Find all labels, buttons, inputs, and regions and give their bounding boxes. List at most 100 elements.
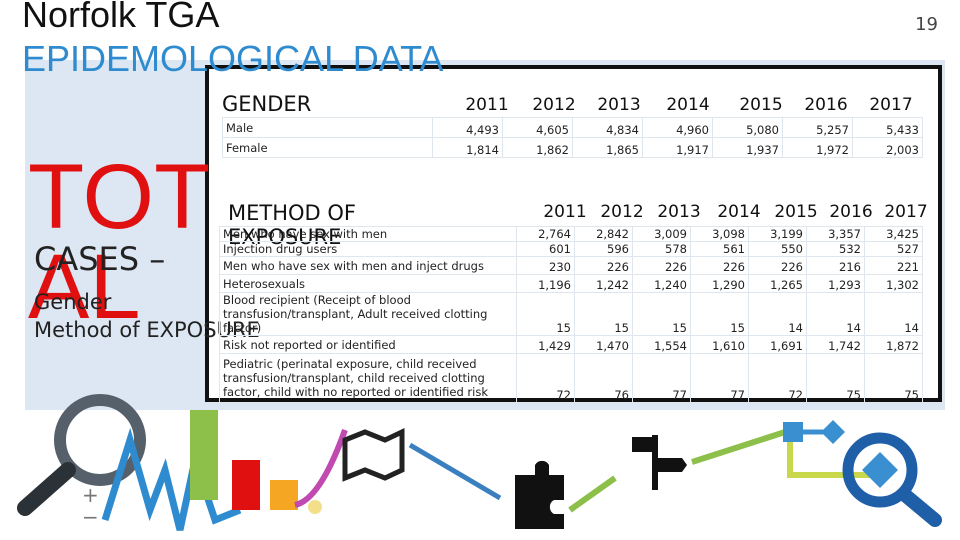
cell-value: 226 <box>574 256 633 275</box>
cell-value: 3,098 <box>690 226 749 242</box>
page-number: 19 <box>915 14 938 35</box>
year-header: 2016 <box>829 202 873 222</box>
table-heading: GENDER <box>222 92 312 116</box>
year-header: 2014 <box>717 202 761 222</box>
row-label: Heterosexuals <box>219 274 517 293</box>
cell-value: 1,302 <box>864 274 923 293</box>
topic-item: Gender <box>34 290 112 314</box>
year-header: 2017 <box>869 95 913 115</box>
cell-value: 4,493 <box>432 117 503 138</box>
table-row: Heterosexuals 1,196 1,242 1,240 1,290 1,265 1,… <box>219 274 923 293</box>
cell-value: 230 <box>516 256 575 275</box>
data-table: Male 4,493 4,605 4,834 4,960 5,080 5,257 5,433 F… <box>222 117 923 158</box>
cell-value: 4,960 <box>642 117 713 138</box>
cell-value: 3,425 <box>864 226 923 242</box>
row-label: Men who have sex with men and inject dru… <box>219 256 517 275</box>
year-header: 2014 <box>666 95 710 115</box>
icon-strip: +− <box>17 394 942 531</box>
cell-value: 3,357 <box>806 226 865 242</box>
cell-value: 15 <box>632 292 691 336</box>
cell-value: 3,199 <box>748 226 807 242</box>
table-row: Pediatric (perinatal exposure, child rec… <box>219 353 923 403</box>
cell-value: 77 <box>632 353 691 403</box>
cell-value: 226 <box>632 256 691 275</box>
year-header: 2011 <box>465 95 509 115</box>
cell-value: 4,834 <box>572 117 643 138</box>
cell-value: 3,009 <box>632 226 691 242</box>
cell-value: 1,972 <box>782 137 853 158</box>
cell-value: 1,862 <box>502 137 573 158</box>
year-header: 2011 <box>543 202 587 222</box>
svg-text:−: − <box>82 505 99 529</box>
year-header: 2015 <box>739 95 783 115</box>
cell-value: 5,433 <box>852 117 923 138</box>
row-label: Female <box>222 137 433 158</box>
row-label: Risk not reported or identified <box>219 335 517 354</box>
cell-value: 15 <box>516 292 575 336</box>
year-header: 2012 <box>532 95 576 115</box>
cell-value: 1,937 <box>712 137 783 158</box>
cell-value: 1,470 <box>574 335 633 354</box>
title: Norfolk TGA <box>22 0 220 35</box>
section-title: TOTAL <box>28 146 211 338</box>
cell-value: 601 <box>516 241 575 257</box>
year-header: 2015 <box>774 202 818 222</box>
cell-value: 15 <box>574 292 633 336</box>
cell-value: 76 <box>574 353 633 403</box>
cell-value: 1,917 <box>642 137 713 158</box>
cell-value: 5,080 <box>712 117 783 138</box>
cell-value: 1,293 <box>806 274 865 293</box>
cell-value: 1,290 <box>690 274 749 293</box>
year-header: 2012 <box>600 202 644 222</box>
table-row: Female 1,814 1,862 1,865 1,917 1,937 1,972 2,00… <box>222 137 923 158</box>
table-row: Male 4,493 4,605 4,834 4,960 5,080 5,257 5,433 <box>222 117 923 138</box>
table-row: Risk not reported or identified 1,429 1,47… <box>219 335 923 354</box>
table-row: Blood recipient (Receipt of blood transf… <box>219 292 923 336</box>
cell-value: 221 <box>864 256 923 275</box>
cell-value: 72 <box>516 353 575 403</box>
svg-text:+: + <box>82 483 99 507</box>
cell-value: 5,257 <box>782 117 853 138</box>
year-header: 2016 <box>804 95 848 115</box>
cell-value: 2,842 <box>574 226 633 242</box>
row-label: Male <box>222 117 433 138</box>
cell-value: 1,872 <box>864 335 923 354</box>
subtitle: EPIDEMOLOGICAL DATA <box>22 38 444 79</box>
cell-value: 216 <box>806 256 865 275</box>
cell-value: 75 <box>864 353 923 403</box>
cell-value: 1,554 <box>632 335 691 354</box>
cell-value: 14 <box>748 292 807 336</box>
row-label: Blood recipient (Receipt of blood transf… <box>219 292 517 336</box>
cell-value: 1,196 <box>516 274 575 293</box>
cell-value: 14 <box>806 292 865 336</box>
cell-value: 1,742 <box>806 335 865 354</box>
table-row: Men who have sex with men and inject dru… <box>219 256 923 275</box>
cell-value: 2,764 <box>516 226 575 242</box>
section-subtitle: CASES – <box>34 240 166 278</box>
data-table: Men who have sex with men 2,764 2,842 3,009… <box>219 226 923 403</box>
year-header: 2017 <box>884 202 928 222</box>
table-row: Men who have sex with men 2,764 2,842 3,009… <box>219 226 923 242</box>
cell-value: 4,605 <box>502 117 573 138</box>
cell-value: 550 <box>748 241 807 257</box>
cell-value: 226 <box>748 256 807 275</box>
cell-value: 1,265 <box>748 274 807 293</box>
cell-value: 2,003 <box>852 137 923 158</box>
cell-value: 527 <box>864 241 923 257</box>
row-label: Injection drug users <box>219 241 517 257</box>
cell-value: 1,429 <box>516 335 575 354</box>
cell-value: 14 <box>864 292 923 336</box>
cell-value: 1,610 <box>690 335 749 354</box>
cell-value: 596 <box>574 241 633 257</box>
cell-value: 578 <box>632 241 691 257</box>
row-label: Pediatric (perinatal exposure, child rec… <box>219 353 517 403</box>
cell-value: 1,865 <box>572 137 643 158</box>
cell-value: 1,691 <box>748 335 807 354</box>
cell-value: 1,240 <box>632 274 691 293</box>
year-header: 2013 <box>597 95 641 115</box>
row-label: Men who have sex with men <box>219 226 517 242</box>
table-row: Injection drug users 601 596 578 561 550 532 52… <box>219 241 923 257</box>
cell-value: 532 <box>806 241 865 257</box>
cell-value: 1,814 <box>432 137 503 158</box>
